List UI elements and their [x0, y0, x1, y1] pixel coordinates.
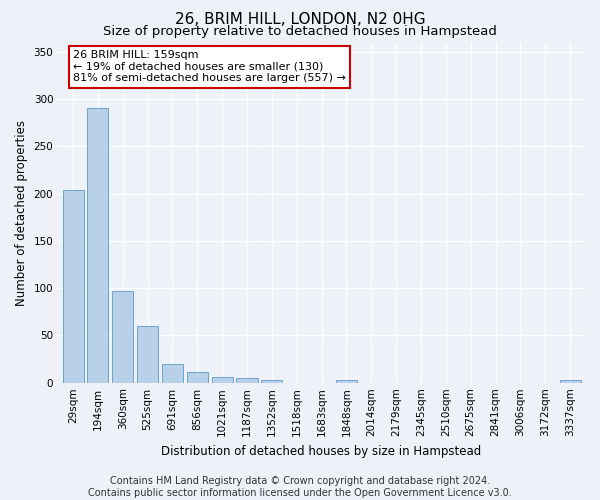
Text: Size of property relative to detached houses in Hampstead: Size of property relative to detached ho…: [103, 25, 497, 38]
Bar: [112, 291, 133, 382]
Bar: [137, 326, 158, 382]
Bar: [336, 380, 357, 382]
Bar: [262, 380, 283, 382]
Bar: [62, 190, 83, 382]
X-axis label: Distribution of detached houses by size in Hampstead: Distribution of detached houses by size …: [161, 444, 482, 458]
Bar: [560, 380, 581, 382]
Bar: [88, 108, 109, 382]
Text: 26, BRIM HILL, LONDON, N2 0HG: 26, BRIM HILL, LONDON, N2 0HG: [175, 12, 425, 28]
Bar: [236, 378, 257, 382]
Text: Contains HM Land Registry data © Crown copyright and database right 2024.
Contai: Contains HM Land Registry data © Crown c…: [88, 476, 512, 498]
Bar: [187, 372, 208, 382]
Bar: [212, 377, 233, 382]
Y-axis label: Number of detached properties: Number of detached properties: [15, 120, 28, 306]
Bar: [162, 364, 183, 382]
Text: 26 BRIM HILL: 159sqm
← 19% of detached houses are smaller (130)
81% of semi-deta: 26 BRIM HILL: 159sqm ← 19% of detached h…: [73, 50, 346, 84]
